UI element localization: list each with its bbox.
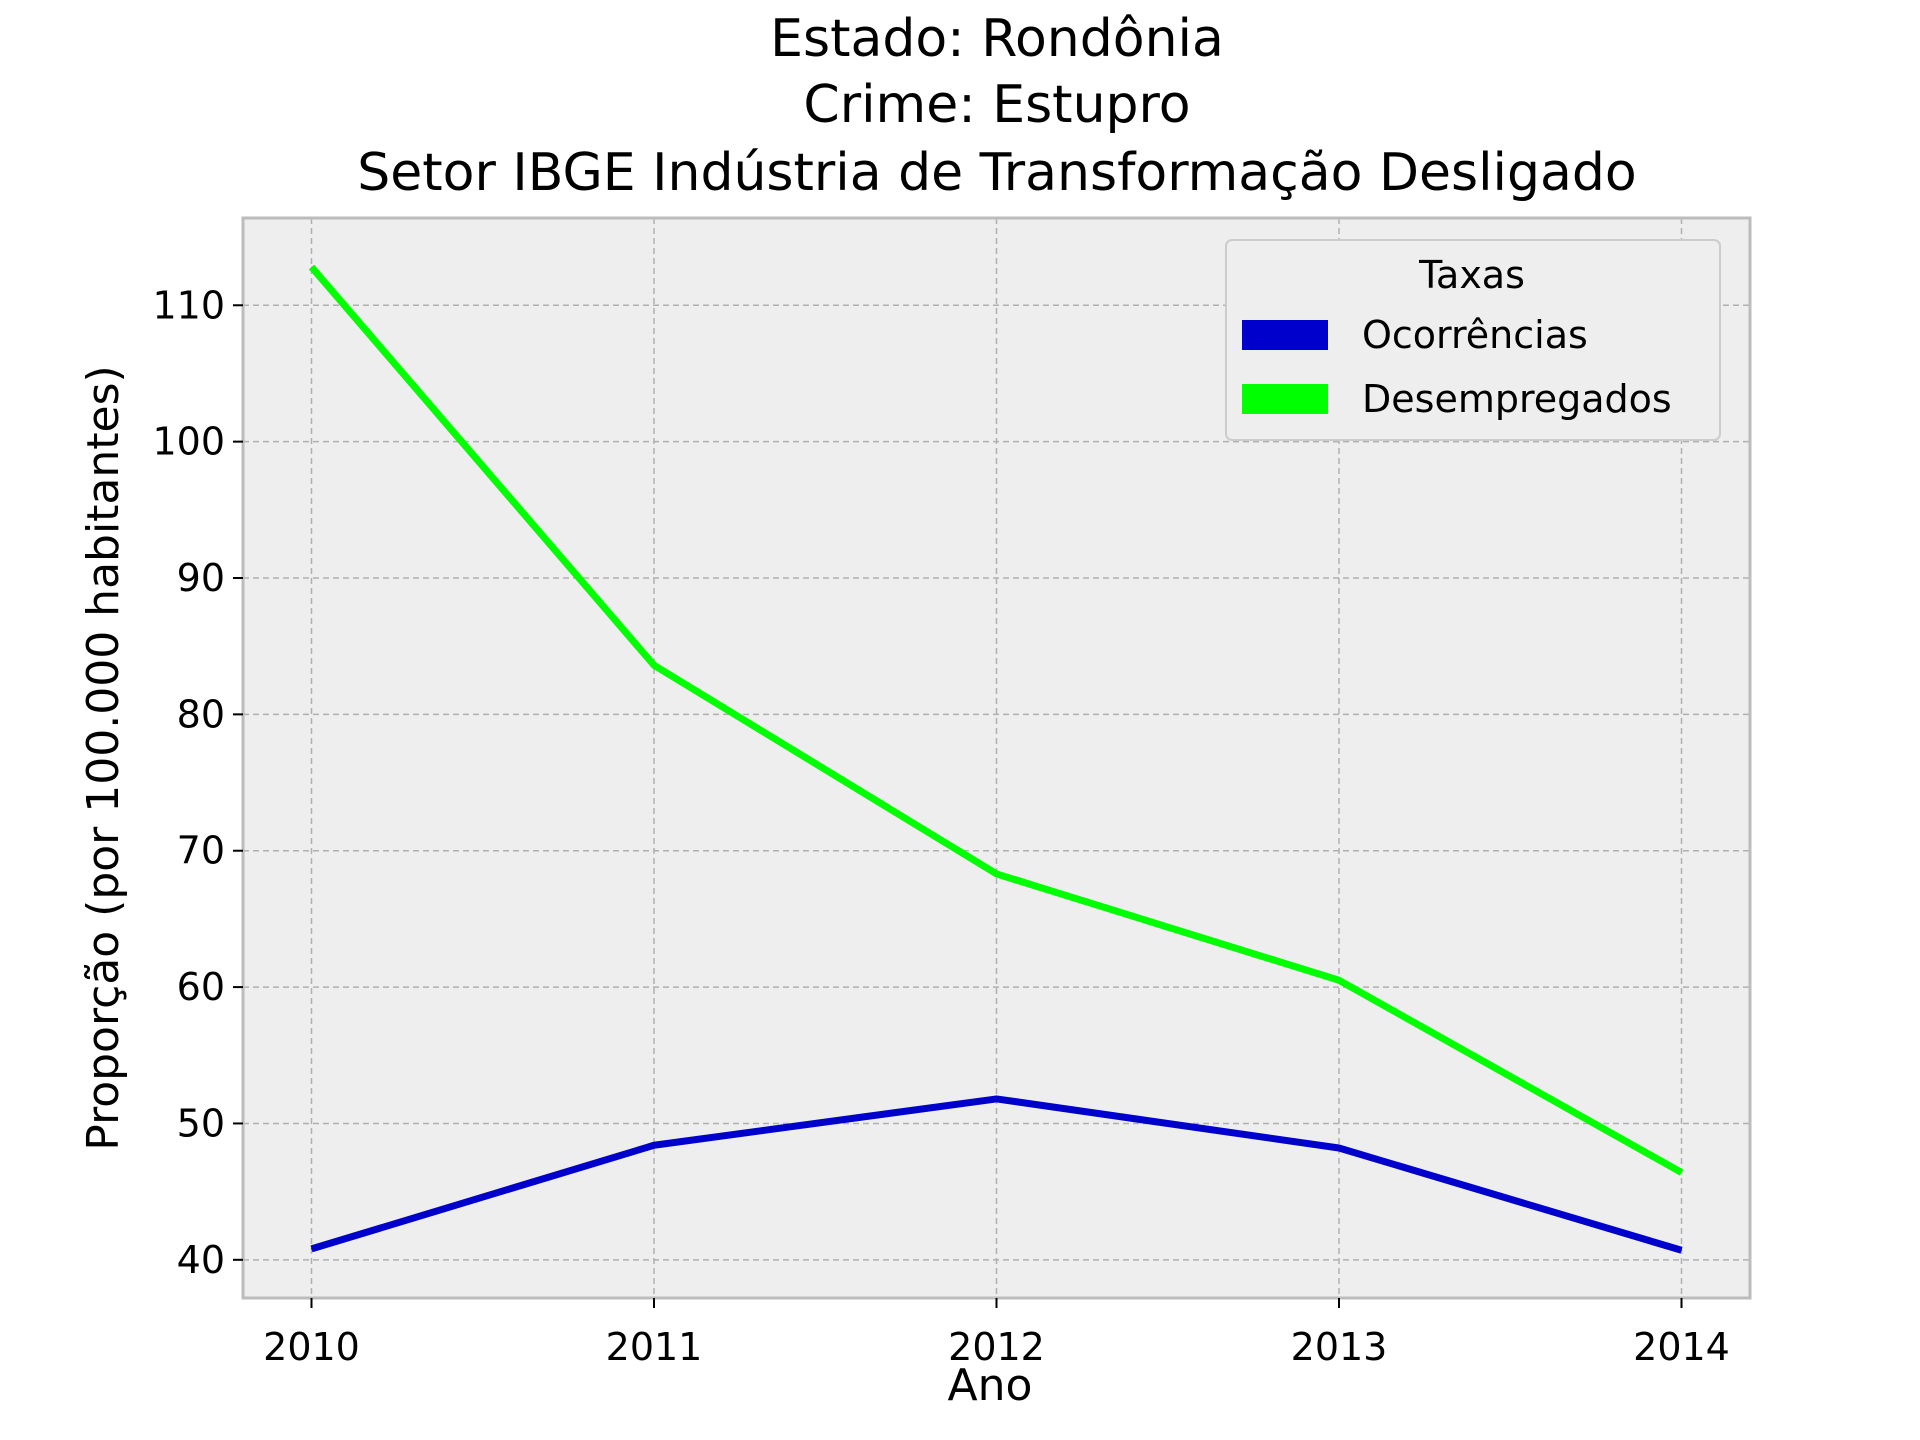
y-axis-label: Proporção (por 100.000 habitantes) — [78, 365, 129, 1150]
y-tick-label: 100 — [152, 420, 225, 464]
data-point — [1338, 979, 1340, 981]
y-tick-label: 110 — [152, 283, 225, 327]
data-point — [1338, 1147, 1340, 1149]
y-axis-ticks: 40 50 60 70 80 90 100 110 — [152, 283, 243, 1282]
y-tick-label: 70 — [177, 829, 225, 873]
chart-title-line: Estado: Rondônia — [770, 9, 1224, 69]
data-point — [311, 1248, 312, 1250]
y-tick-label: 60 — [177, 965, 225, 1009]
y-tick-label: 50 — [177, 1101, 225, 1145]
legend-label: Desempregados — [1362, 377, 1672, 421]
x-tick-label: 2013 — [1291, 1325, 1388, 1369]
x-tick-label: 2012 — [948, 1325, 1045, 1369]
legend-title: Taxas — [1418, 253, 1525, 297]
x-axis-label: Ano — [948, 1360, 1033, 1411]
x-axis-ticks: 2010 2011 2012 2013 2014 — [263, 1298, 1730, 1369]
x-tick-label: 2010 — [263, 1325, 360, 1369]
legend-label: Ocorrências — [1362, 313, 1588, 357]
y-tick-label: 40 — [177, 1238, 225, 1282]
y-tick-label: 80 — [177, 692, 225, 736]
data-point — [1681, 1249, 1682, 1251]
data-point — [1681, 1172, 1682, 1174]
chart-title-line: Setor IBGE Indústria de Transformação De… — [357, 143, 1636, 203]
x-tick-label: 2014 — [1633, 1325, 1730, 1369]
chart-title-line: Crime: Estupro — [803, 75, 1190, 135]
legend-swatch — [1242, 320, 1328, 350]
y-tick-label: 90 — [177, 556, 225, 600]
data-point — [996, 873, 997, 875]
data-point — [653, 664, 655, 666]
data-point — [653, 1144, 655, 1146]
x-tick-label: 2011 — [606, 1325, 703, 1369]
data-point — [996, 1098, 997, 1100]
legend-box — [1225, 239, 1721, 441]
legend-swatch — [1242, 384, 1328, 414]
grid-lines — [243, 218, 1750, 1298]
legend: Taxas Ocorrências Desempregados — [1225, 239, 1721, 441]
data-point — [311, 266, 312, 268]
series-lines — [308, 264, 1684, 1254]
